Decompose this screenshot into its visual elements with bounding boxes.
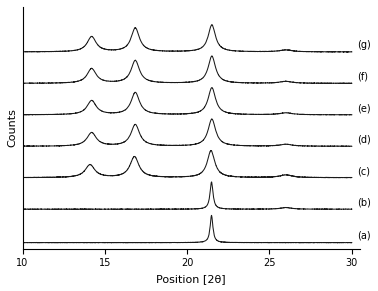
- Text: (g): (g): [357, 40, 370, 50]
- X-axis label: Position [2θ]: Position [2θ]: [156, 274, 226, 284]
- Y-axis label: Counts: Counts: [7, 109, 17, 147]
- Text: (b): (b): [357, 198, 370, 207]
- Text: (d): (d): [357, 134, 370, 145]
- Text: (f): (f): [357, 72, 368, 82]
- Text: (e): (e): [357, 103, 370, 113]
- Text: (c): (c): [357, 166, 370, 176]
- Text: (a): (a): [357, 231, 370, 241]
